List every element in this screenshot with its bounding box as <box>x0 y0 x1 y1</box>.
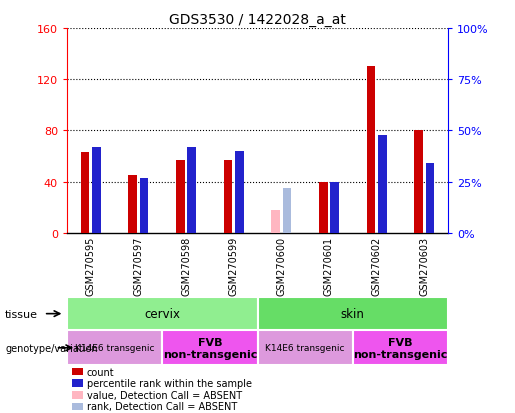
Text: count: count <box>87 367 114 377</box>
Bar <box>271 210 280 233</box>
Bar <box>176 161 184 233</box>
Text: GSM270599: GSM270599 <box>229 237 238 296</box>
Text: GSM270598: GSM270598 <box>181 237 191 296</box>
Text: FVB
non-transgenic: FVB non-transgenic <box>353 337 448 359</box>
Text: cervix: cervix <box>144 307 180 320</box>
Bar <box>414 131 423 233</box>
Title: GDS3530 / 1422028_a_at: GDS3530 / 1422028_a_at <box>169 12 346 26</box>
Bar <box>426 164 434 233</box>
Bar <box>353 330 448 366</box>
Bar <box>258 330 353 366</box>
Bar <box>67 330 162 366</box>
Bar <box>235 152 244 233</box>
Text: rank, Detection Call = ABSENT: rank, Detection Call = ABSENT <box>87 401 237 411</box>
Text: GSM270597: GSM270597 <box>133 237 143 296</box>
Text: percentile rank within the sample: percentile rank within the sample <box>87 378 251 388</box>
Text: FVB
non-transgenic: FVB non-transgenic <box>163 337 257 359</box>
Text: GSM270601: GSM270601 <box>324 237 334 296</box>
Text: K14E6 transgenic: K14E6 transgenic <box>75 344 154 352</box>
Bar <box>331 182 339 233</box>
Bar <box>140 178 148 233</box>
Bar <box>258 297 448 330</box>
Bar <box>319 182 328 233</box>
Text: GSM270600: GSM270600 <box>277 237 286 296</box>
Text: GSM270603: GSM270603 <box>419 237 429 296</box>
Text: GSM270602: GSM270602 <box>372 237 382 296</box>
Bar <box>283 188 291 233</box>
Bar <box>128 176 137 233</box>
Bar <box>187 147 196 233</box>
Text: tissue: tissue <box>5 309 38 319</box>
Bar <box>224 161 232 233</box>
Text: GSM270595: GSM270595 <box>86 237 96 296</box>
Bar <box>92 147 101 233</box>
Text: value, Detection Call = ABSENT: value, Detection Call = ABSENT <box>87 390 242 400</box>
Text: genotype/variation: genotype/variation <box>5 343 98 353</box>
Bar <box>81 153 89 233</box>
Bar <box>67 297 258 330</box>
Bar <box>162 330 258 366</box>
Bar <box>367 67 375 233</box>
Bar <box>378 135 387 233</box>
Text: skin: skin <box>341 307 365 320</box>
Text: K14E6 transgenic: K14E6 transgenic <box>265 344 345 352</box>
